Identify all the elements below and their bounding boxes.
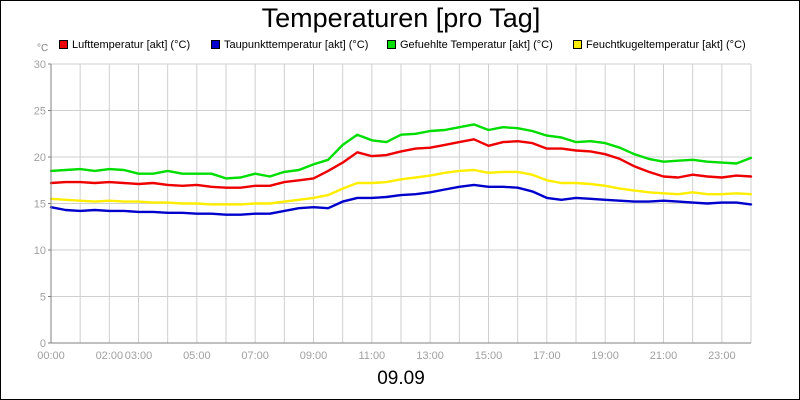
legend-item-gefuehlte-temperatur: Gefuehlte Temperatur [akt] (°C) bbox=[387, 39, 553, 52]
x-tick-label: 02:00 bbox=[96, 350, 124, 362]
y-tick-label: 30 bbox=[34, 59, 46, 71]
x-tick-label: 00:00 bbox=[37, 350, 65, 362]
legend-item-feuchtkugeltemperatur: Feuchtkugeltemperatur [akt] (°C) bbox=[573, 39, 746, 52]
x-tick-label: 15:00 bbox=[475, 350, 503, 362]
x-tick-label: 23:00 bbox=[708, 350, 736, 362]
legend-item-lufttemperatur: Lufttemperatur [akt] (°C) bbox=[59, 39, 190, 52]
x-tick-label: 11:00 bbox=[358, 350, 385, 362]
x-tick-label: 17:00 bbox=[533, 350, 561, 362]
legend-swatch-taupunkttemperatur bbox=[211, 40, 220, 49]
x-tick-label: 03:00 bbox=[125, 350, 153, 362]
y-tick-label: 15 bbox=[34, 199, 46, 211]
legend-label-lufttemperatur: Lufttemperatur [akt] (°C) bbox=[72, 39, 191, 51]
y-tick-label: 20 bbox=[34, 152, 46, 164]
legend-swatch-gefuehlte-temperatur bbox=[387, 40, 396, 49]
series-line-1 bbox=[49, 183, 753, 216]
series-line-2 bbox=[49, 123, 753, 180]
x-tick-label: 19:00 bbox=[591, 350, 619, 362]
axis-layer: 0 5 10 15 20 25 30 00:00 02:00 03:00 05:00 07:00 09:… bbox=[34, 59, 751, 362]
y-unit-label: °C bbox=[37, 43, 49, 54]
y-tick-label: 0 bbox=[40, 338, 46, 350]
x-tick-label: 07:00 bbox=[241, 350, 269, 362]
series-layer bbox=[49, 123, 753, 216]
x-axis-label: 09.09 bbox=[377, 368, 425, 389]
x-tick-label: 05:00 bbox=[183, 350, 211, 362]
y-tick-label: 10 bbox=[34, 245, 46, 257]
series-line-3 bbox=[49, 168, 753, 206]
legend-label-feuchtkugeltemperatur: Feuchtkugeltemperatur [akt] (°C) bbox=[586, 39, 746, 51]
legend-swatch-feuchtkugeltemperatur bbox=[573, 40, 582, 49]
chart-title: Temperaturen [pro Tag] bbox=[261, 3, 541, 33]
x-tick-label: 09:00 bbox=[300, 350, 328, 362]
y-tick-label: 25 bbox=[34, 106, 46, 118]
series-line-0 bbox=[49, 138, 753, 189]
x-tick-label: 21:00 bbox=[650, 350, 678, 362]
legend-swatch-lufttemperatur bbox=[59, 40, 68, 49]
legend-label-gefuehlte-temperatur: Gefuehlte Temperatur [akt] (°C) bbox=[400, 39, 553, 51]
x-tick-label: 13:00 bbox=[416, 350, 444, 362]
y-tick-label: 5 bbox=[40, 292, 46, 304]
legend-label-taupunkttemperatur: Taupunkttemperatur [akt] (°C) bbox=[224, 39, 369, 51]
legend-item-taupunkttemperatur: Taupunkttemperatur [akt] (°C) bbox=[211, 39, 368, 52]
